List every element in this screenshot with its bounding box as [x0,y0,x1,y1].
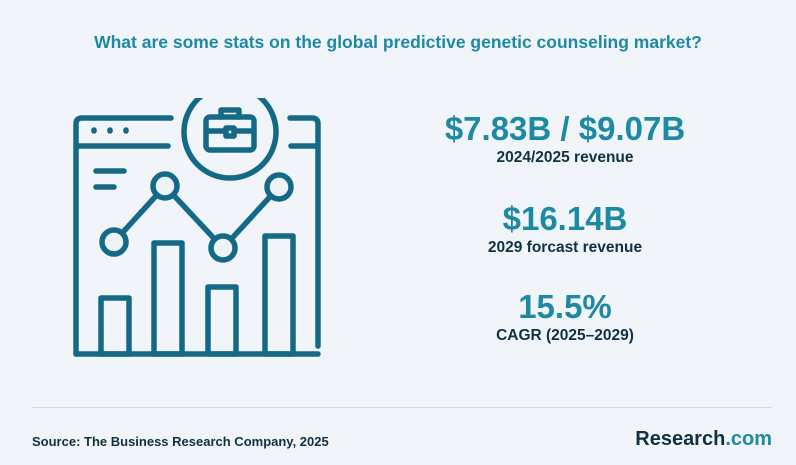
window-dots-icon [91,127,129,134]
line-chart-nodes [99,171,294,263]
stat-forecast: $16.14B 2029 forcast revenue [400,200,730,258]
stat-label: CAGR (2025–2029) [496,327,634,344]
bar-chart-icon [98,233,296,357]
text-lines-icon [93,168,127,190]
page-title: What are some stats on the global predic… [94,32,702,52]
footer-divider [32,407,772,408]
source-note: Source: The Business Research Company, 2… [32,434,329,449]
briefcase-icon [181,98,279,181]
stat-revenue: $7.83B / $9.07B 2024/2025 revenue [400,110,730,168]
browser-window-icon [73,115,321,357]
brand-tld: .com [725,428,772,450]
stat-value: $7.83B / $9.07B [444,110,686,147]
line-chart-icon [111,183,282,251]
stat-value: $16.14B [502,200,628,237]
stat-cagr: 15.5% CAGR (2025–2029) [400,288,730,346]
stat-label: 2024/2025 revenue [496,149,634,166]
stat-value: 15.5% [518,288,612,325]
brand-name: Research [635,428,726,450]
market-growth-illustration [73,98,321,357]
brand-logo: Research.com [635,428,772,451]
stat-label: 2029 forcast revenue [487,239,643,256]
